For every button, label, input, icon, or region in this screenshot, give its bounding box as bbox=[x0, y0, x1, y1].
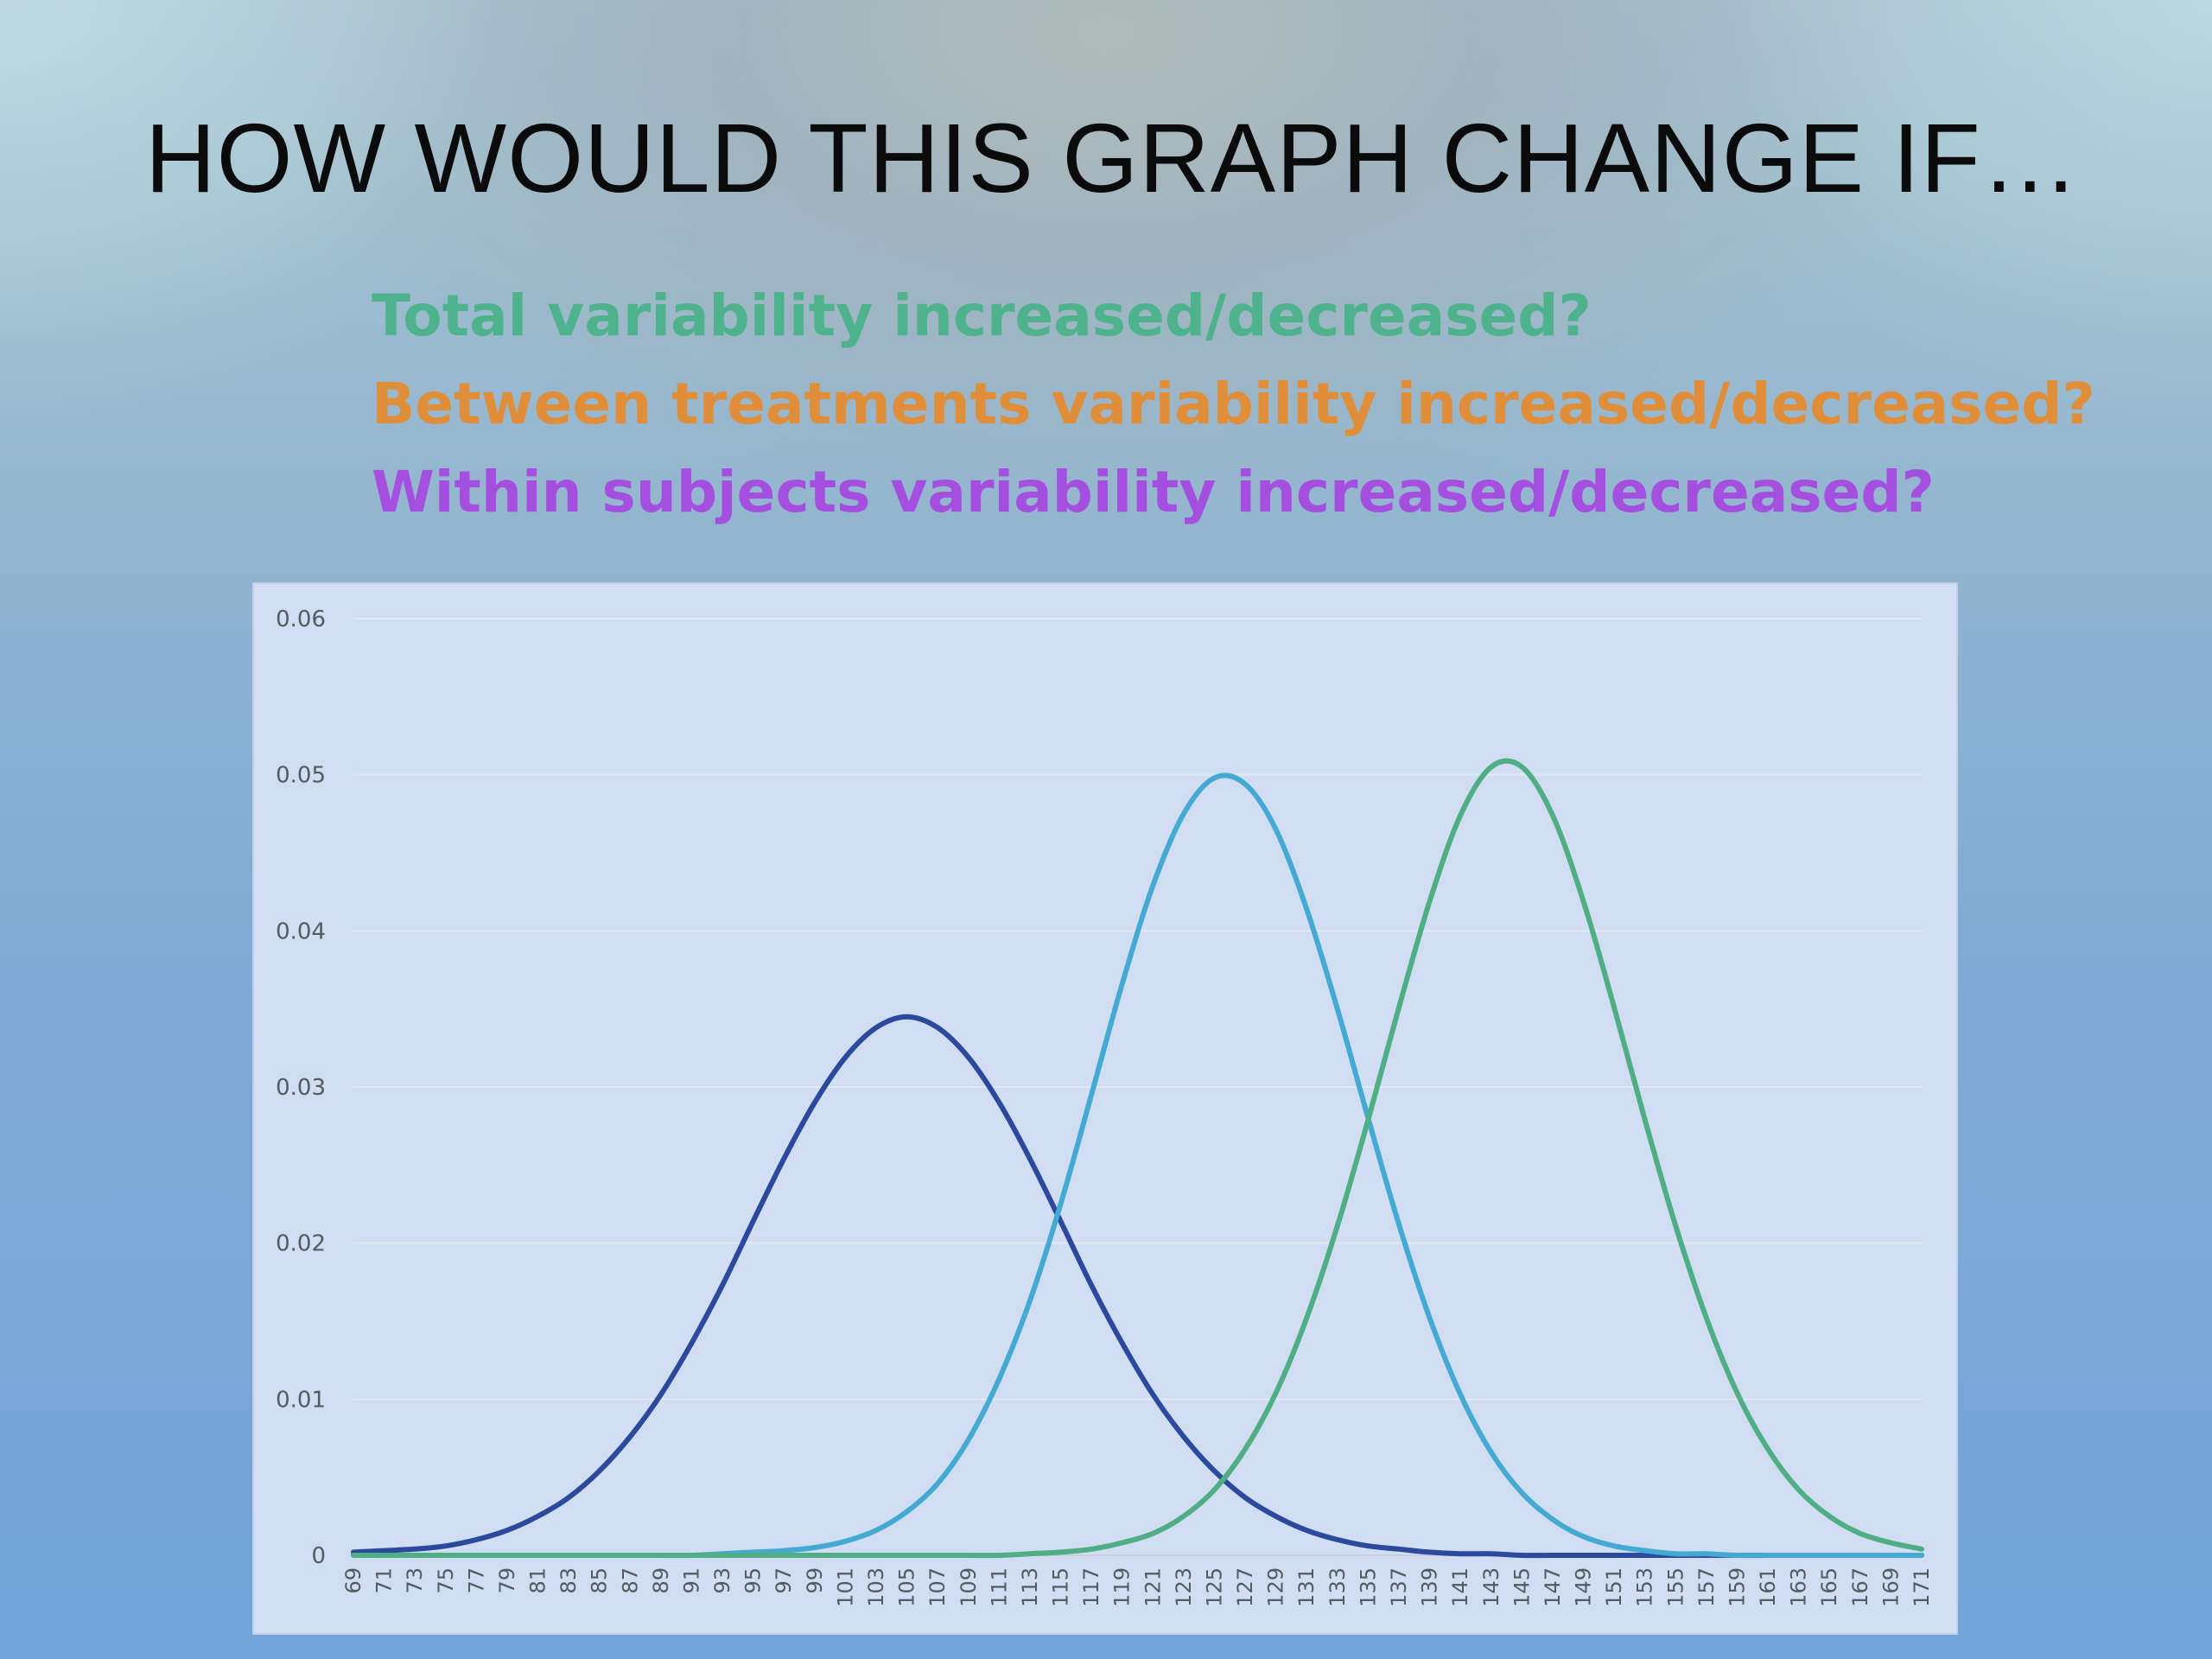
x-tick-label: 103 bbox=[864, 1567, 888, 1607]
chart-panel: 0 0.01 0.02 0.03 0.04 0.05 0.06 69 71 73 75 77 79 81 8… bbox=[252, 582, 1958, 1635]
x-tick-label: 77 bbox=[464, 1567, 488, 1594]
x-tick-label: 171 bbox=[1910, 1567, 1934, 1607]
y-tick-label: 0.05 bbox=[276, 763, 326, 789]
x-tick-label: 127 bbox=[1233, 1567, 1257, 1607]
x-tick-label: 167 bbox=[1848, 1567, 1872, 1607]
series-line-1 bbox=[351, 1014, 1924, 1559]
x-tick-label: 81 bbox=[526, 1567, 550, 1594]
x-tick-label: 83 bbox=[556, 1567, 581, 1594]
x-tick-label: 135 bbox=[1356, 1567, 1380, 1607]
x-tick-label: 109 bbox=[957, 1567, 981, 1607]
x-tick-label: 153 bbox=[1633, 1567, 1657, 1607]
x-tick-label: 137 bbox=[1387, 1567, 1411, 1607]
series-line-3 bbox=[351, 758, 1924, 1559]
x-tick-label: 79 bbox=[495, 1567, 519, 1594]
question-total-variability: Total variability increased/decreased? bbox=[372, 283, 1592, 349]
x-tick-label: 71 bbox=[372, 1567, 397, 1594]
x-tick-label: 113 bbox=[1018, 1567, 1042, 1607]
x-tick-label: 147 bbox=[1541, 1567, 1565, 1607]
x-tick-label: 93 bbox=[710, 1567, 734, 1594]
x-tick-label: 99 bbox=[803, 1567, 827, 1594]
x-tick-label: 73 bbox=[403, 1567, 427, 1594]
x-tick-label: 125 bbox=[1202, 1567, 1226, 1607]
x-tick-label: 121 bbox=[1141, 1567, 1165, 1607]
series-line-2 bbox=[351, 772, 1924, 1559]
x-tick-label: 95 bbox=[741, 1567, 766, 1594]
x-tick-label: 139 bbox=[1418, 1567, 1442, 1607]
x-tick-label: 105 bbox=[895, 1567, 919, 1607]
x-tick-label: 149 bbox=[1572, 1567, 1596, 1607]
y-tick-label: 0.02 bbox=[276, 1231, 326, 1257]
x-tick-label: 133 bbox=[1325, 1567, 1350, 1607]
x-tick-label: 157 bbox=[1694, 1567, 1719, 1607]
x-tick-label: 169 bbox=[1878, 1567, 1903, 1607]
x-tick-label: 131 bbox=[1294, 1567, 1319, 1607]
x-tick-label: 107 bbox=[925, 1567, 950, 1607]
x-tick-label: 115 bbox=[1049, 1567, 1073, 1607]
x-tick-label: 161 bbox=[1756, 1567, 1780, 1607]
x-tick-label: 151 bbox=[1602, 1567, 1626, 1607]
x-tick-label: 91 bbox=[679, 1567, 703, 1594]
x-tick-label: 89 bbox=[649, 1567, 673, 1594]
x-tick-label: 143 bbox=[1479, 1567, 1503, 1607]
x-tick-label: 155 bbox=[1663, 1567, 1688, 1607]
x-tick-label: 111 bbox=[987, 1567, 1011, 1607]
x-tick-label: 101 bbox=[833, 1567, 857, 1607]
y-tick-label: 0.06 bbox=[276, 607, 326, 632]
x-tick-label: 123 bbox=[1172, 1567, 1196, 1607]
x-tick-label: 117 bbox=[1079, 1567, 1103, 1607]
x-tick-label: 145 bbox=[1510, 1567, 1534, 1607]
x-tick-label: 165 bbox=[1817, 1567, 1841, 1607]
slide-title: HOW WOULD THIS GRAPH CHANGE IF… bbox=[145, 104, 2080, 213]
question-within-subjects-variability: Within subjects variability increased/de… bbox=[372, 459, 1935, 525]
x-tick-label: 87 bbox=[618, 1567, 642, 1594]
y-tick-label: 0 bbox=[311, 1543, 326, 1569]
x-tick-label: 85 bbox=[588, 1567, 612, 1594]
x-tick-label: 163 bbox=[1787, 1567, 1811, 1607]
x-tick-label: 69 bbox=[341, 1567, 365, 1594]
x-tick-label: 141 bbox=[1448, 1567, 1472, 1607]
question-between-treatments-variability: Between treatments variability increased… bbox=[372, 371, 2095, 437]
x-tick-label: 119 bbox=[1110, 1567, 1135, 1607]
y-tick-label: 0.03 bbox=[276, 1075, 326, 1101]
y-tick-label: 0.01 bbox=[276, 1387, 326, 1413]
x-tick-label: 159 bbox=[1725, 1567, 1749, 1607]
y-tick-label: 0.04 bbox=[276, 918, 326, 944]
x-tick-label: 97 bbox=[772, 1567, 796, 1594]
x-tick-label: 75 bbox=[434, 1567, 458, 1594]
x-tick-label: 129 bbox=[1264, 1567, 1288, 1607]
